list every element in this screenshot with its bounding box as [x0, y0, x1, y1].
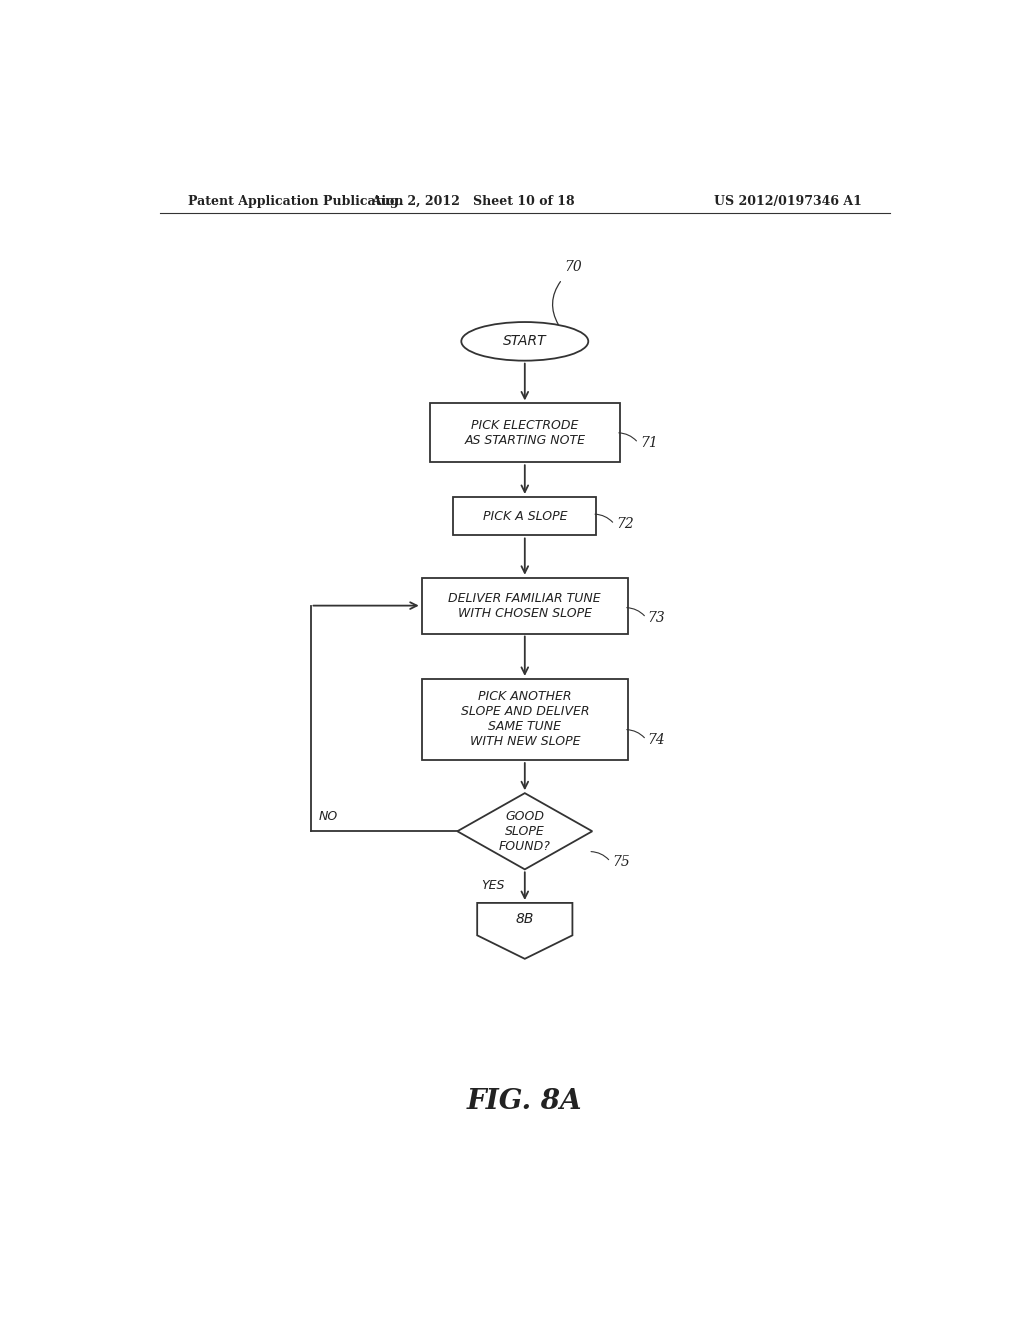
- Text: US 2012/0197346 A1: US 2012/0197346 A1: [714, 194, 862, 207]
- Bar: [430, 404, 621, 462]
- Text: 70: 70: [564, 260, 583, 275]
- Text: FIG. 8A: FIG. 8A: [467, 1088, 583, 1115]
- Text: 72: 72: [616, 517, 634, 532]
- Text: PICK ANOTHER
SLOPE AND DELIVER
SAME TUNE
WITH NEW SLOPE: PICK ANOTHER SLOPE AND DELIVER SAME TUNE…: [461, 690, 589, 748]
- Bar: [422, 578, 628, 634]
- Text: START: START: [503, 334, 547, 348]
- Text: Patent Application Publication: Patent Application Publication: [187, 194, 403, 207]
- Bar: [422, 678, 628, 760]
- Bar: [454, 496, 596, 536]
- Text: DELIVER FAMILIAR TUNE
WITH CHOSEN SLOPE: DELIVER FAMILIAR TUNE WITH CHOSEN SLOPE: [449, 591, 601, 619]
- Text: 8B: 8B: [516, 912, 534, 927]
- Text: NO: NO: [318, 809, 338, 822]
- Text: 74: 74: [648, 733, 666, 747]
- Text: PICK A SLOPE: PICK A SLOPE: [482, 510, 567, 523]
- Text: Aug. 2, 2012   Sheet 10 of 18: Aug. 2, 2012 Sheet 10 of 18: [372, 194, 575, 207]
- Text: YES: YES: [481, 879, 505, 892]
- Text: 71: 71: [640, 436, 657, 450]
- Text: 73: 73: [648, 611, 666, 624]
- Text: 75: 75: [612, 855, 630, 869]
- Text: PICK ELECTRODE
AS STARTING NOTE: PICK ELECTRODE AS STARTING NOTE: [464, 418, 586, 447]
- Text: GOOD
SLOPE
FOUND?: GOOD SLOPE FOUND?: [499, 809, 551, 853]
